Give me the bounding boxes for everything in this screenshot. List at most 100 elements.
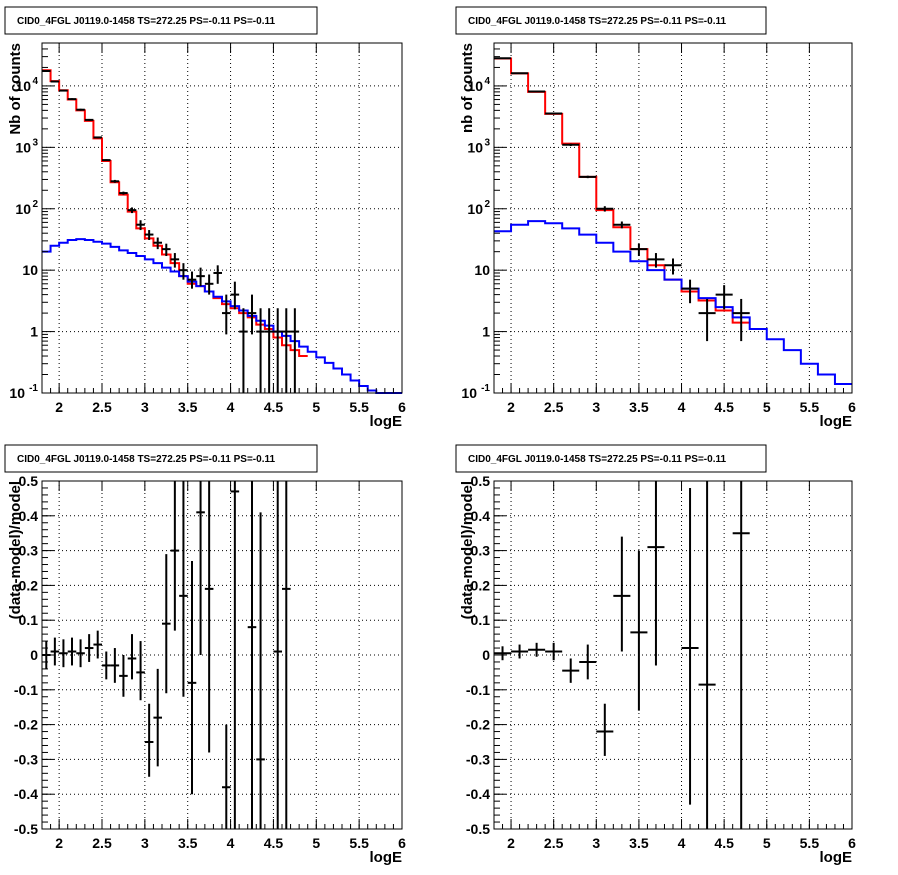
y-tick-label: 0 [482, 647, 490, 663]
title-box [4, 444, 318, 473]
data-point [67, 98, 77, 101]
data-point [715, 285, 733, 310]
data-point [213, 265, 222, 284]
data-point [76, 639, 85, 668]
chart-title: CID0_4FGL J0119.0-1458 TS=272.25 PS=-0.1… [17, 454, 275, 465]
data-point [596, 206, 614, 212]
data-point [264, 308, 274, 393]
x-tick-label: 6 [398, 399, 406, 415]
data-point [187, 271, 197, 289]
x-tick-label: 4 [678, 835, 686, 851]
data-point [732, 298, 750, 342]
model-series-component-line [42, 238, 402, 394]
y-tick-label: -0.3 [466, 751, 490, 767]
data-point [50, 637, 60, 666]
data-point [273, 308, 282, 393]
data-point [204, 274, 214, 295]
data-point [144, 703, 154, 777]
y-tick-label: -0.2 [14, 717, 38, 733]
data-point [511, 644, 529, 659]
y-tick-label: -0.2 [466, 717, 490, 733]
x-tick-label: 4.5 [714, 399, 734, 415]
y-tick-label: 10 [467, 201, 483, 217]
data-point [127, 634, 137, 680]
data-point [256, 308, 265, 393]
data-point [528, 90, 546, 93]
data-point [630, 550, 648, 711]
model-series-total-line [494, 57, 750, 324]
chart-title: CID0_4FGL J0119.0-1458 TS=272.25 PS=-0.1… [468, 16, 726, 27]
data-point [664, 258, 682, 275]
x-tick-label: 4 [678, 399, 686, 415]
y-tick-label: 10 [467, 139, 483, 155]
data-point [511, 72, 529, 75]
x-tick-label: 4.5 [264, 835, 284, 851]
y-tick-label: -0.1 [14, 682, 38, 698]
y-tick-label: -0.5 [466, 821, 490, 837]
data-point [613, 536, 631, 652]
data-point [67, 637, 77, 666]
data-point [562, 658, 580, 683]
y-tick-exponent: -1 [481, 383, 490, 394]
data-point [282, 481, 291, 829]
x-tick-label: 2.5 [92, 399, 112, 415]
x-axis-label: logE [820, 849, 853, 866]
data-point [647, 253, 665, 268]
x-tick-label: 5.5 [349, 399, 369, 415]
y-axis-label: (data-model)/model [7, 481, 24, 619]
x-tick-label: 5 [763, 835, 771, 851]
data-point [681, 279, 699, 304]
y-tick-exponent: 4 [32, 76, 38, 87]
data-point [545, 112, 563, 115]
y-tick-label: 10 [474, 262, 490, 278]
y-tick-label: 10 [15, 139, 31, 155]
y-tick-label: -0.4 [466, 786, 490, 802]
x-tick-label: 2 [507, 399, 515, 415]
data-point [596, 703, 614, 756]
data-point [239, 308, 248, 393]
x-tick-label: 2 [507, 835, 515, 851]
y-axis-label: (data-model)/model [459, 481, 476, 619]
data-point [102, 651, 111, 680]
data-point [170, 253, 180, 268]
x-tick-label: 3 [141, 399, 149, 415]
x-tick-label: 2.5 [544, 835, 564, 851]
x-tick-label: 4.5 [714, 835, 734, 851]
x-tick-label: 3.5 [629, 399, 649, 415]
x-tick-label: 4.5 [264, 399, 284, 415]
data-point [256, 512, 265, 829]
model-series-total-line [42, 69, 308, 358]
data-point [494, 646, 512, 661]
data-point [59, 639, 68, 668]
x-axis-label: logE [820, 413, 853, 430]
data-point [290, 308, 300, 393]
data-point [187, 561, 197, 795]
y-tick-label: 0.5 [471, 473, 491, 489]
data-point [732, 481, 750, 829]
data-point [204, 481, 214, 753]
data-point [127, 207, 137, 214]
data-point [545, 642, 563, 661]
data-point [110, 648, 120, 683]
data-point [153, 668, 162, 767]
y-axis-label: Nb of counts [7, 43, 24, 135]
data-point [647, 481, 665, 666]
x-tick-label: 3.5 [178, 399, 198, 415]
data-point [230, 481, 240, 829]
grid [42, 43, 402, 393]
data-point [282, 308, 291, 393]
data-point [179, 263, 188, 280]
data-point [179, 481, 188, 697]
data-point [230, 281, 240, 310]
data-point [93, 630, 102, 659]
x-tick-label: 5.5 [800, 399, 820, 415]
data-points [42, 70, 300, 393]
y-axis-label: nb of counts [459, 43, 476, 133]
chart-title: CID0_4FGL J0119.0-1458 TS=272.25 PS=-0.1… [17, 16, 275, 27]
grid [494, 43, 852, 393]
y-tick-label: -0.1 [466, 682, 490, 698]
data-point [110, 179, 120, 183]
y-tick-label: 0.3 [19, 543, 39, 559]
data-point [196, 481, 205, 655]
